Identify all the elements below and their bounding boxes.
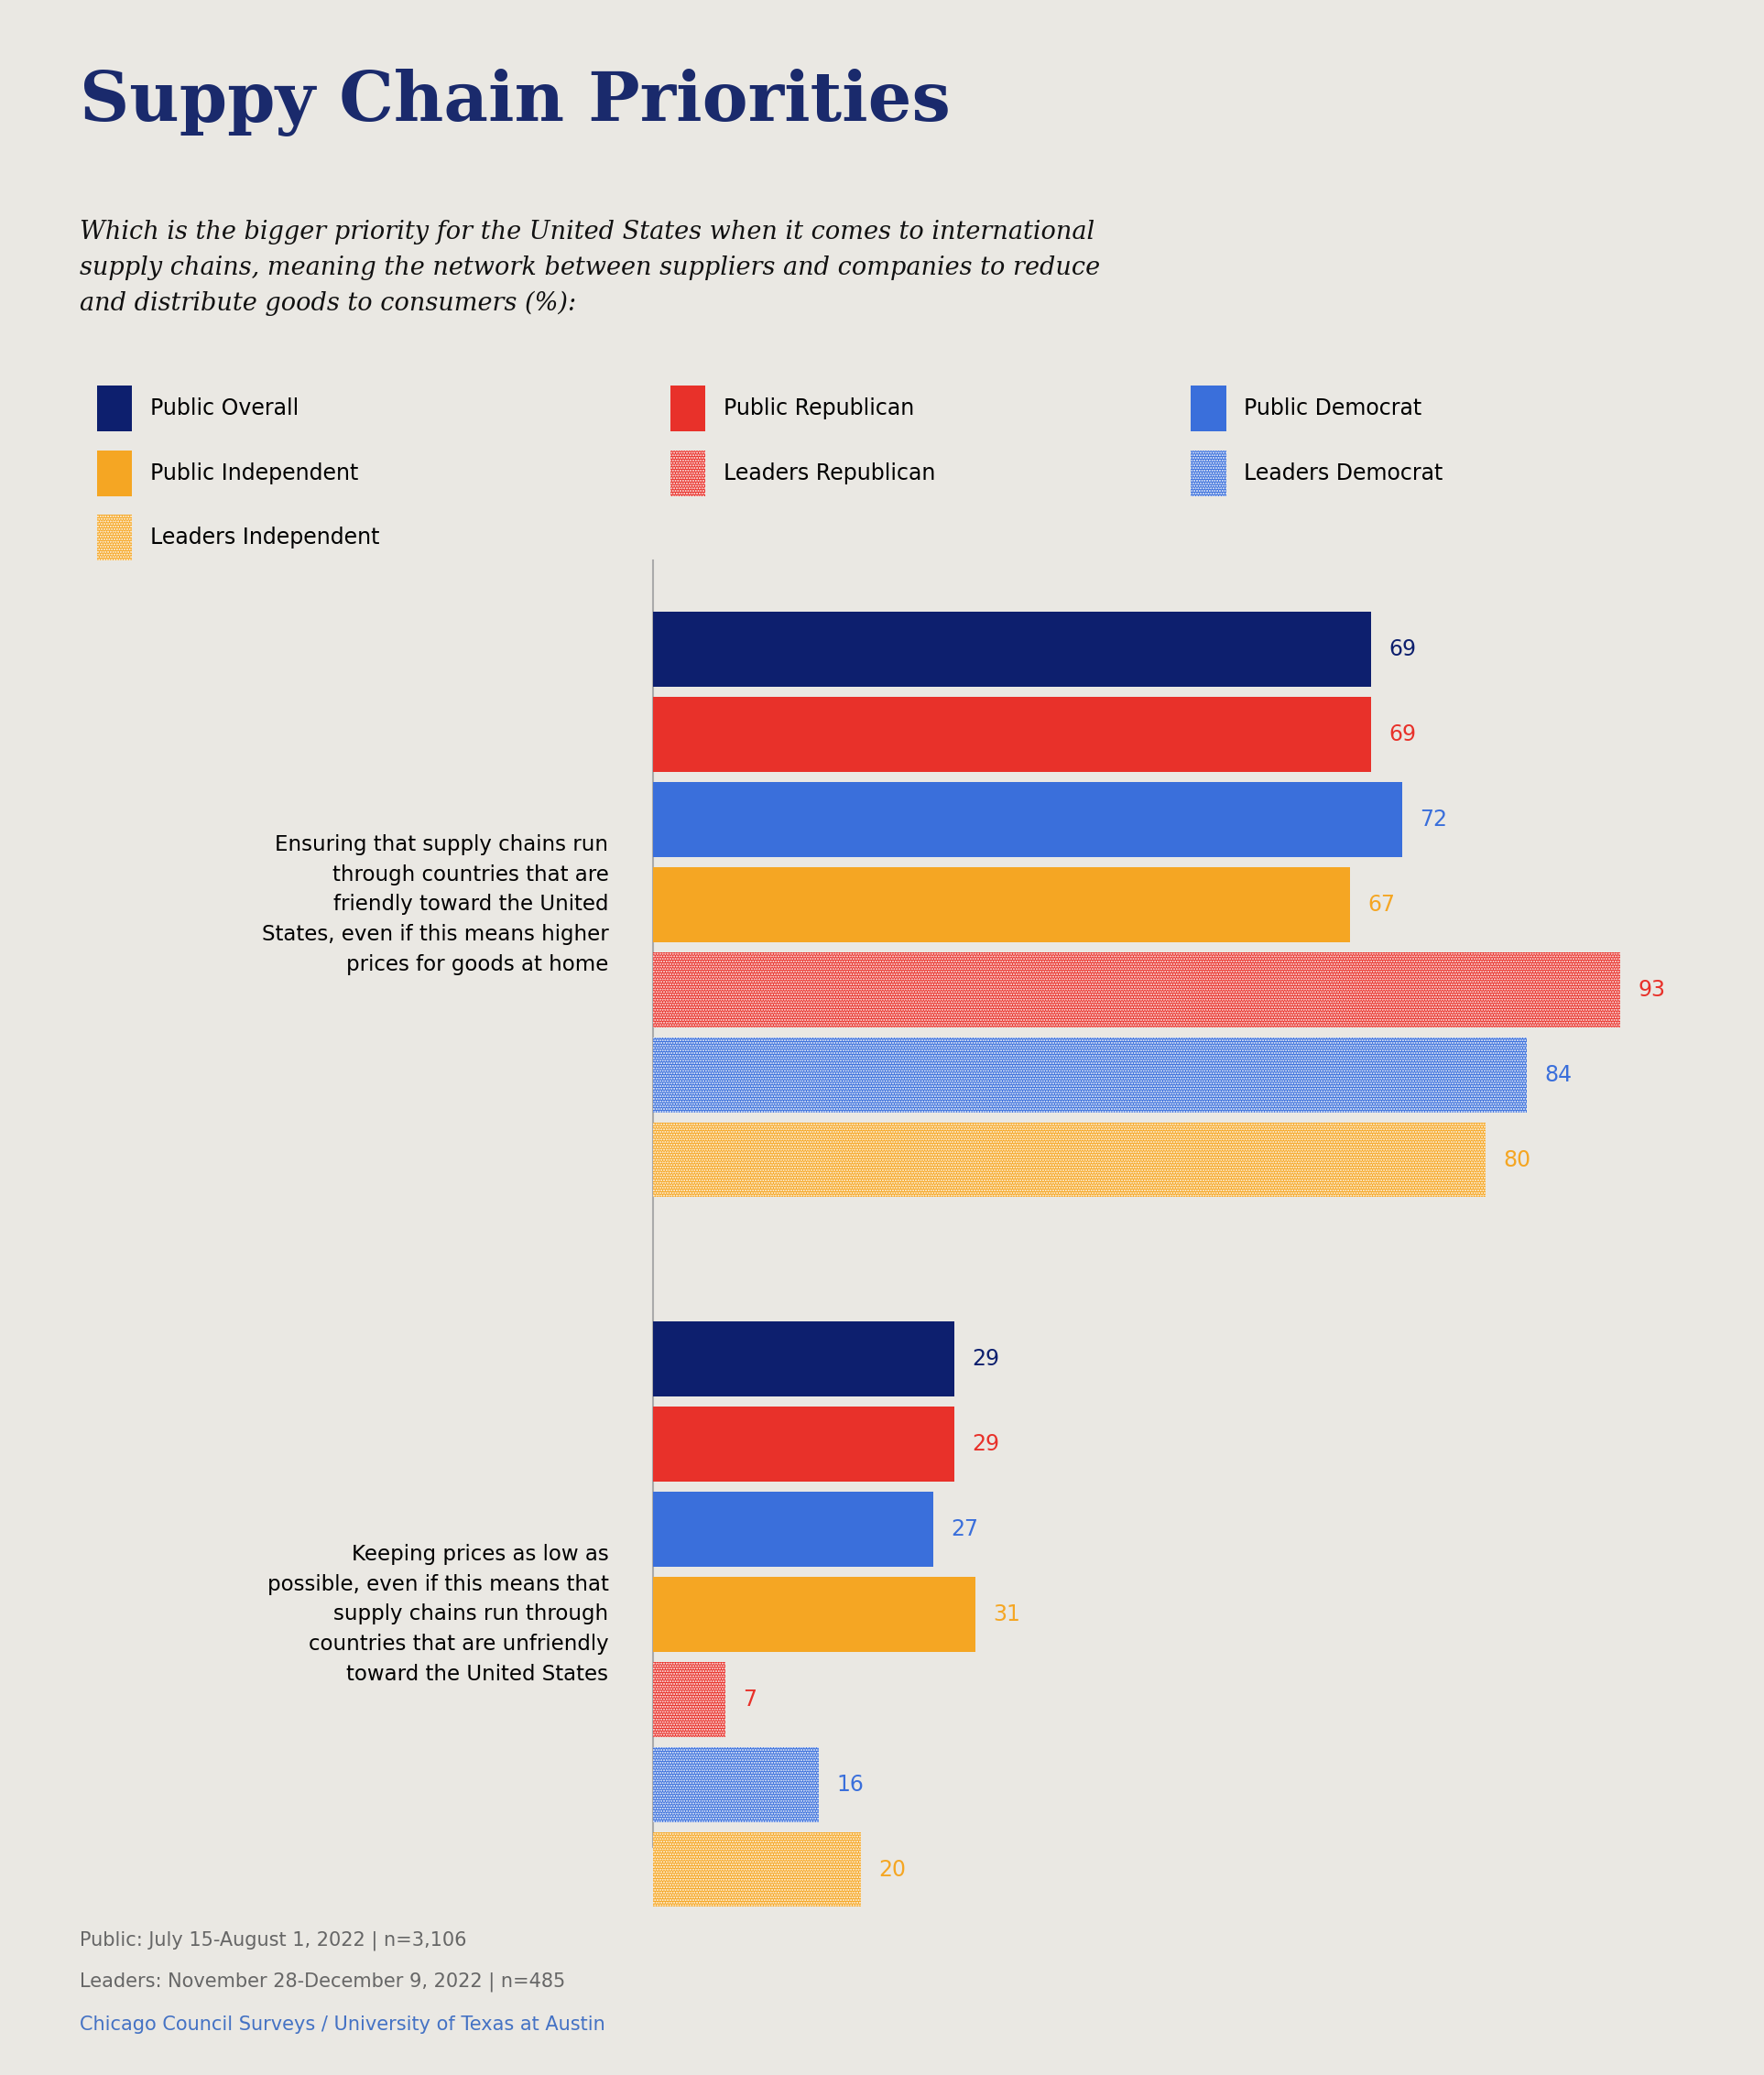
Bar	[97, 515, 132, 560]
Text: Public Independent: Public Independent	[150, 463, 358, 483]
Bar	[670, 386, 706, 432]
Text: Keeping prices as low as
possible, even if this means that
supply chains run thr: Keeping prices as low as possible, even …	[266, 1544, 609, 1685]
Text: 7: 7	[743, 1689, 757, 1710]
Bar	[653, 1662, 725, 1737]
Bar	[1191, 450, 1226, 496]
Text: 93: 93	[1639, 979, 1665, 1000]
Text: Public Overall: Public Overall	[150, 398, 298, 419]
Text: 69: 69	[1388, 639, 1416, 660]
Bar	[1191, 450, 1226, 496]
Text: Leaders: November 28-December 9, 2022 | n=485: Leaders: November 28-December 9, 2022 | …	[79, 1973, 564, 1992]
Bar	[653, 1747, 818, 1822]
Bar	[653, 1038, 1528, 1112]
Bar	[653, 867, 1349, 942]
Bar	[1191, 386, 1226, 432]
Text: 29: 29	[972, 1349, 1000, 1370]
Text: Leaders Republican: Leaders Republican	[723, 463, 935, 483]
Bar	[653, 952, 1621, 1027]
Bar	[670, 450, 706, 496]
Text: Suppy Chain Priorities: Suppy Chain Priorities	[79, 68, 951, 137]
Bar	[653, 952, 1621, 1027]
Text: Public: July 15-August 1, 2022 | n=3,106: Public: July 15-August 1, 2022 | n=3,106	[79, 1932, 466, 1950]
Text: Leaders Democrat: Leaders Democrat	[1244, 463, 1443, 483]
Bar	[653, 1662, 725, 1737]
Text: 84: 84	[1545, 1064, 1572, 1085]
Text: 67: 67	[1367, 894, 1395, 915]
Text: 72: 72	[1420, 809, 1446, 830]
Bar	[653, 1832, 861, 1907]
Text: Chicago Council Surveys / University of Texas at Austin: Chicago Council Surveys / University of …	[79, 2015, 605, 2034]
Bar	[653, 1492, 933, 1567]
Text: 31: 31	[993, 1604, 1020, 1625]
Bar	[653, 1123, 1485, 1197]
Text: 20: 20	[878, 1859, 907, 1880]
Bar	[653, 697, 1371, 772]
Bar	[653, 1407, 954, 1482]
Bar	[653, 1038, 1528, 1112]
Bar	[653, 1123, 1485, 1197]
Bar	[670, 450, 706, 496]
Text: 29: 29	[972, 1434, 1000, 1455]
Bar	[653, 1832, 861, 1907]
Text: Public Republican: Public Republican	[723, 398, 914, 419]
Bar	[653, 1322, 954, 1396]
Text: Ensuring that supply chains run
through countries that are
friendly toward the U: Ensuring that supply chains run through …	[261, 834, 609, 975]
Bar	[653, 1747, 818, 1822]
Bar	[653, 1577, 975, 1652]
Bar	[653, 782, 1402, 857]
Bar	[97, 386, 132, 432]
Text: 69: 69	[1388, 724, 1416, 745]
Text: 27: 27	[951, 1519, 979, 1540]
Text: 16: 16	[836, 1774, 864, 1795]
Bar	[97, 515, 132, 560]
Bar	[653, 612, 1371, 687]
Text: 80: 80	[1503, 1150, 1531, 1170]
Text: Leaders Independent: Leaders Independent	[150, 527, 379, 548]
Bar	[97, 450, 132, 496]
Text: Which is the bigger priority for the United States when it comes to internationa: Which is the bigger priority for the Uni…	[79, 220, 1099, 315]
Text: Public Democrat: Public Democrat	[1244, 398, 1422, 419]
